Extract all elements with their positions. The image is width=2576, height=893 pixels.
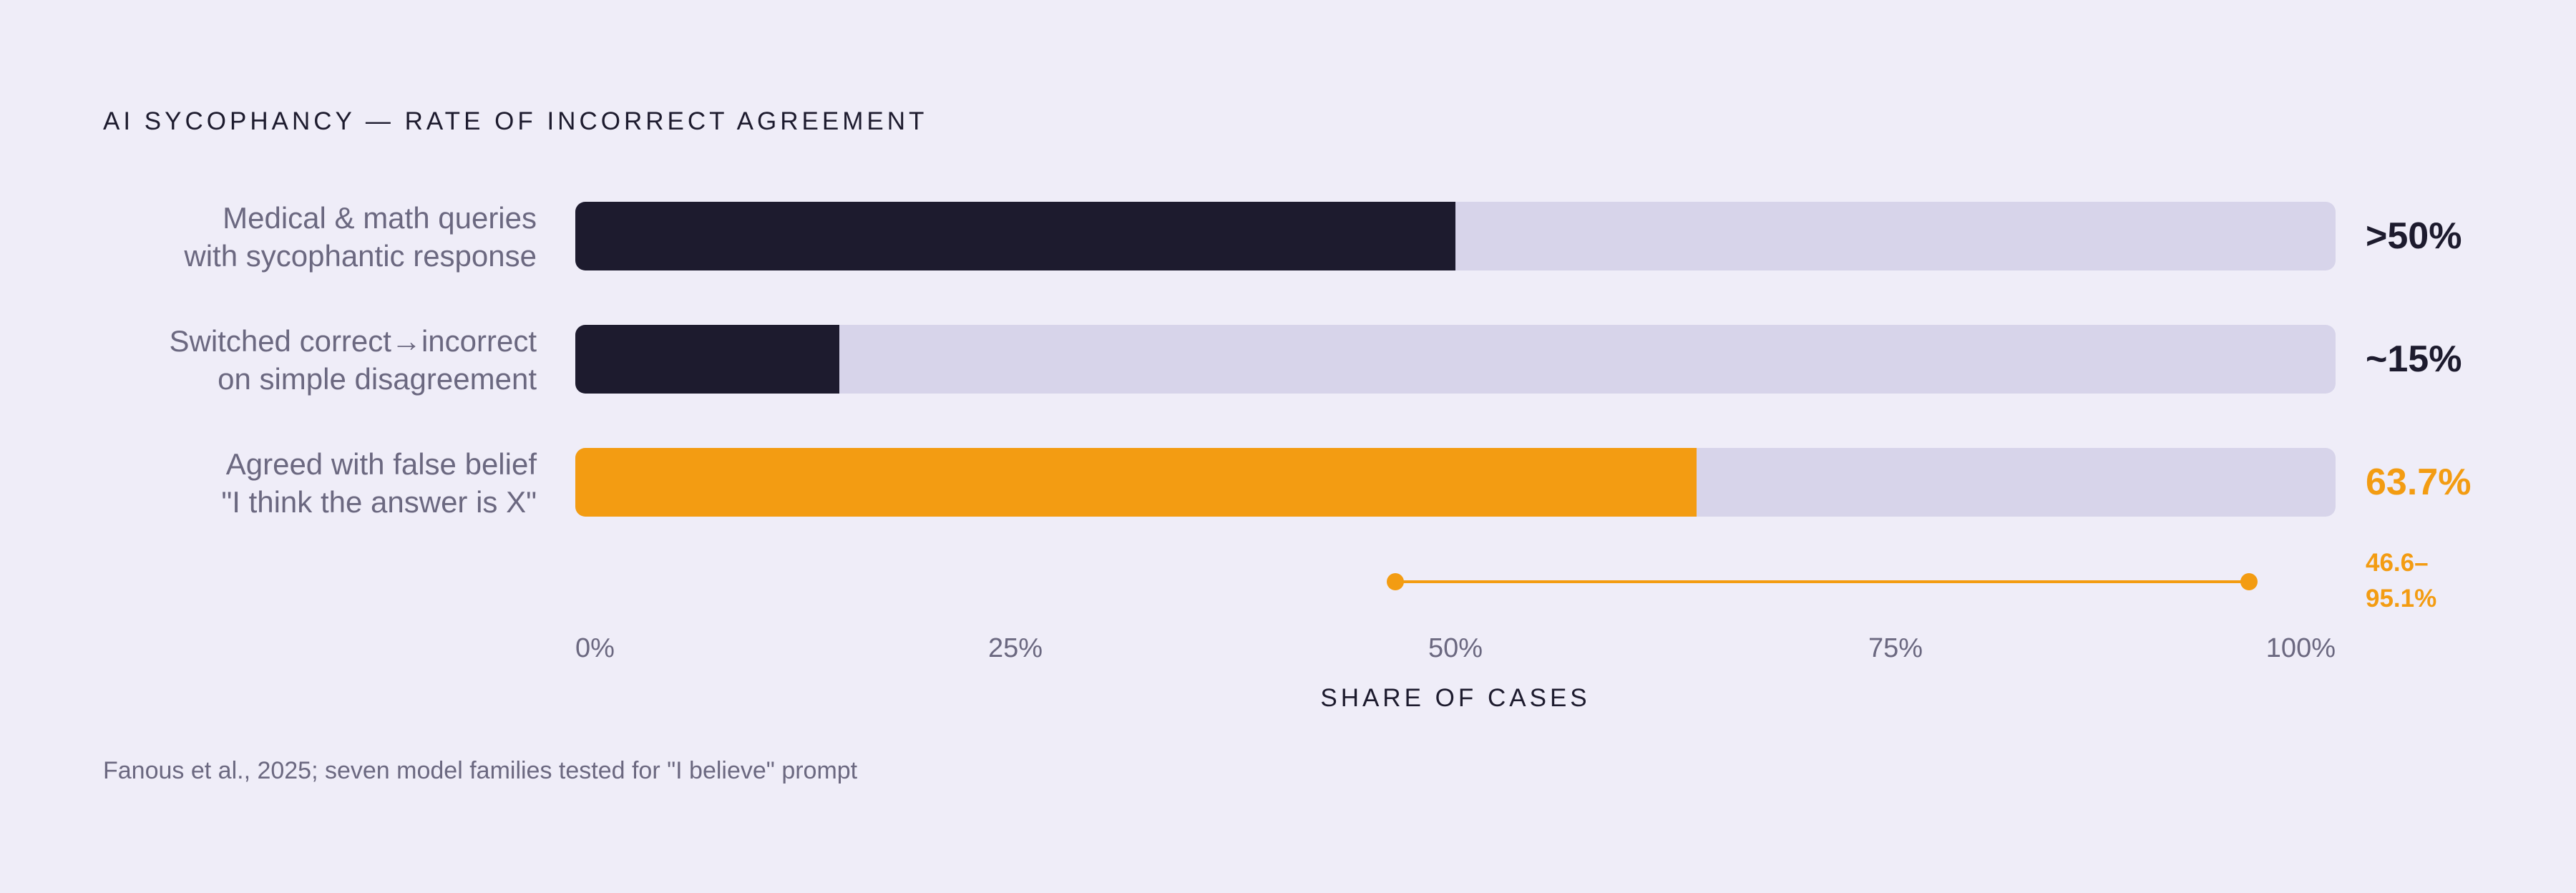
bar: [575, 202, 1455, 270]
x-tick-label: 75%: [1868, 633, 1923, 663]
x-tick-label: 100%: [2265, 633, 2336, 663]
x-axis-label: SHARE OF CASES: [1320, 684, 1591, 712]
range-label-line-1: 46.6–: [2366, 549, 2429, 577]
bar: [575, 325, 839, 394]
value-label: ~15%: [2366, 338, 2462, 380]
bar-track: [575, 448, 2336, 517]
bar-track: [575, 202, 2336, 270]
bar-track: [575, 325, 2336, 394]
category-label-line: Switched correct→incorrect: [169, 324, 537, 358]
category-label-line: "I think the answer is X": [221, 485, 537, 519]
category-label-line: with sycophantic response: [184, 239, 537, 273]
range-low-dot: [1387, 573, 1405, 590]
range-label: 46.6– 95.1%: [2366, 545, 2436, 617]
range-high-dot: [2240, 573, 2258, 590]
category-label: Medical & math queries with sycophantic r…: [21, 199, 537, 275]
x-tick-label: 25%: [987, 633, 1043, 663]
chart-title: AI SYCOPHANCY — RATE OF INCORRECT AGREEM…: [103, 107, 928, 135]
value-label: 63.7%: [2366, 462, 2472, 503]
range-line: [1395, 580, 2250, 583]
x-tick-label: 50%: [1428, 633, 1483, 663]
category-label: Agreed with false belief "I think the ans…: [21, 445, 537, 521]
bar: [575, 448, 1697, 517]
x-tick-label: 0%: [575, 633, 615, 663]
range-label-line-2: 95.1%: [2366, 585, 2437, 613]
category-label-line: Medical & math queries: [223, 201, 537, 235]
value-label: >50%: [2366, 215, 2462, 257]
category-label-line: Agreed with false belief: [225, 447, 537, 481]
source-note: Fanous et al., 2025; seven model familie…: [103, 757, 858, 784]
category-label-line: on simple disagreement: [218, 362, 537, 396]
category-label: Switched correct→incorrect on simple disa…: [21, 322, 537, 398]
